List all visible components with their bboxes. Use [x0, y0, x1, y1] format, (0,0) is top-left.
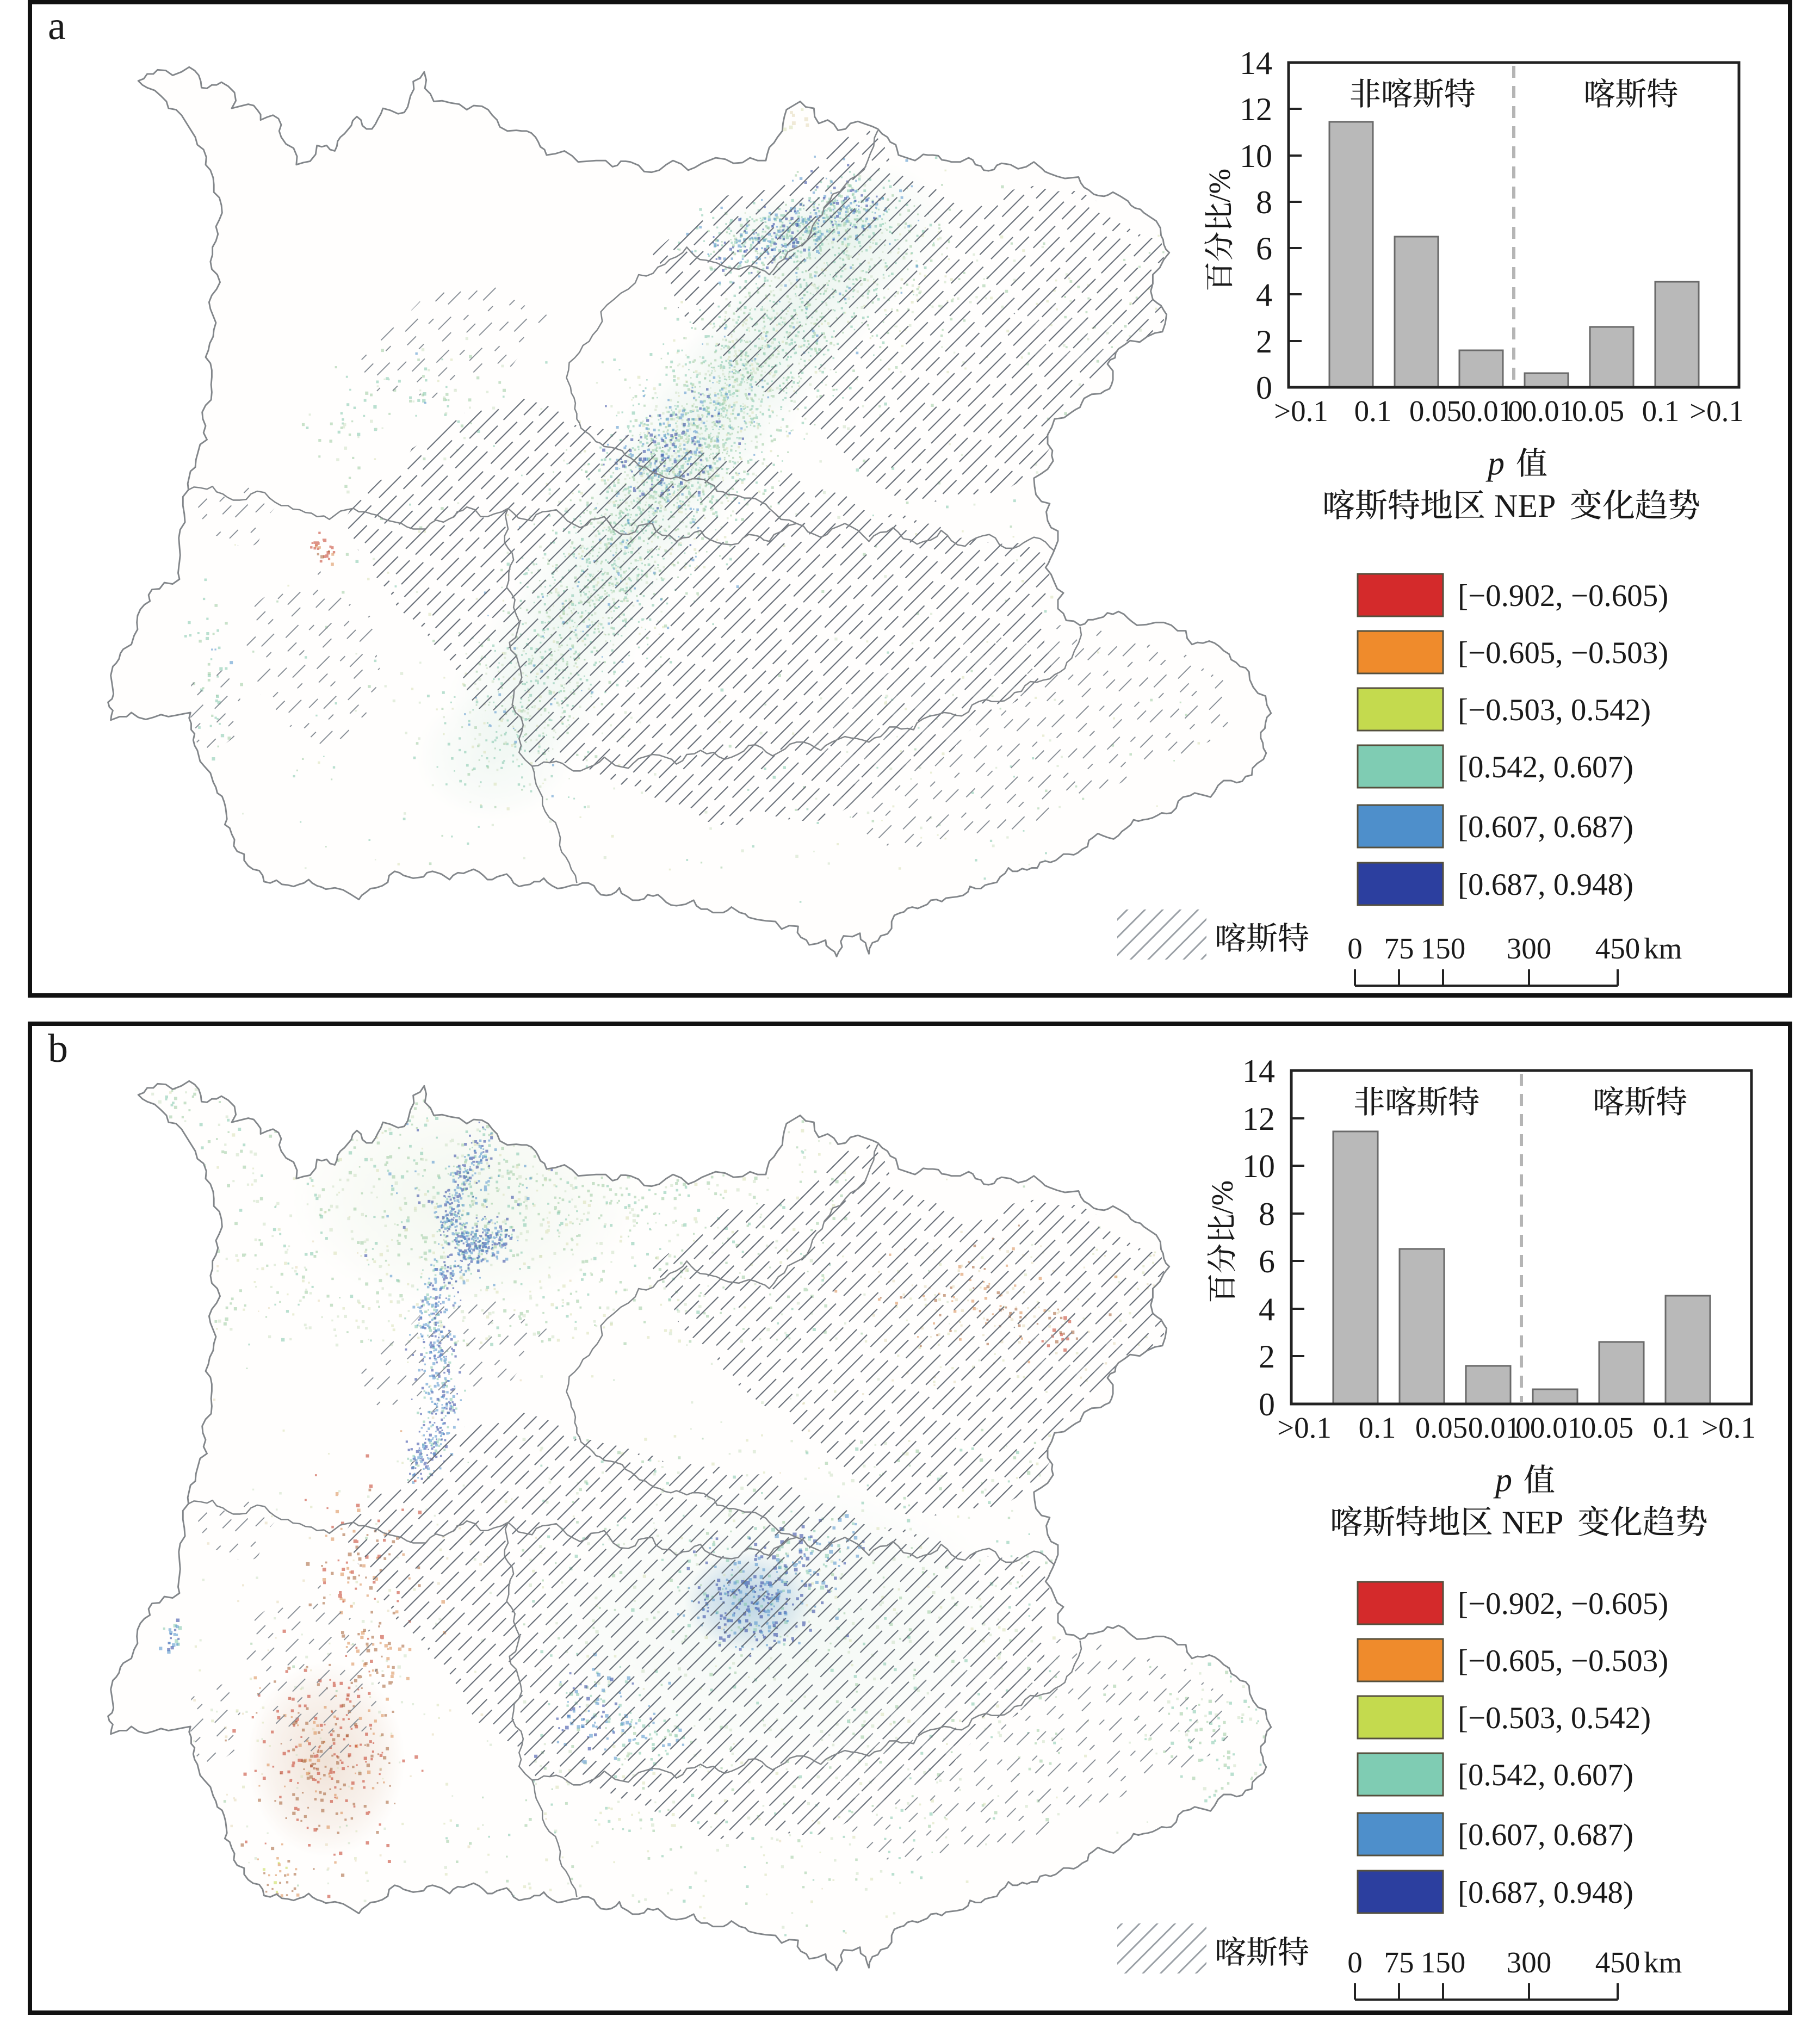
svg-text:8: 8: [1259, 1196, 1275, 1232]
svg-text:0.05: 0.05: [1572, 394, 1624, 428]
svg-text:/%: /%: [1203, 169, 1237, 202]
svg-text:2: 2: [1259, 1339, 1275, 1375]
svg-text:75: 75: [1384, 1946, 1414, 1979]
svg-text:[0.607, 0.687): [0.607, 0.687): [1458, 810, 1633, 844]
svg-text:300: 300: [1507, 932, 1552, 965]
svg-text:[0.542, 0.607): [0.542, 0.607): [1458, 1758, 1633, 1792]
svg-text:>0.1: >0.1: [1689, 394, 1744, 428]
svg-text:0: 0: [1515, 1411, 1531, 1444]
svg-text:14: 14: [1240, 45, 1272, 81]
svg-text:0.05: 0.05: [1415, 1411, 1468, 1444]
svg-text:[−0.902, −0.605): [−0.902, −0.605): [1458, 1587, 1668, 1621]
svg-text:0.01: 0.01: [1530, 1411, 1582, 1444]
svg-text:6: 6: [1256, 231, 1272, 267]
svg-text:0.01: 0.01: [1522, 394, 1574, 428]
svg-text:10: 10: [1240, 138, 1272, 174]
svg-text:12: 12: [1242, 1101, 1275, 1137]
svg-text:[−0.503, 0.542): [−0.503, 0.542): [1458, 1701, 1651, 1735]
svg-text:12: 12: [1240, 91, 1272, 127]
svg-text:[−0.605, −0.503): [−0.605, −0.503): [1458, 1644, 1668, 1678]
svg-text:0.01: 0.01: [1461, 394, 1513, 428]
svg-text:150: 150: [1421, 1946, 1466, 1979]
svg-text:150: 150: [1421, 932, 1466, 965]
svg-text:>0.1: >0.1: [1701, 1411, 1756, 1444]
svg-text:[−0.605, −0.503): [−0.605, −0.503): [1458, 636, 1668, 670]
svg-text:/%: /%: [1206, 1180, 1240, 1214]
svg-text:km: km: [1644, 1946, 1682, 1979]
svg-text:km: km: [1644, 932, 1682, 965]
svg-text:NEP: NEP: [1494, 488, 1556, 524]
svg-text:p: p: [1485, 445, 1505, 482]
svg-text:NEP: NEP: [1502, 1505, 1563, 1540]
svg-text:[−0.902, −0.605): [−0.902, −0.605): [1458, 579, 1668, 613]
svg-text:4: 4: [1259, 1291, 1275, 1327]
svg-text:0: 0: [1347, 1946, 1363, 1979]
svg-text:0.1: 0.1: [1359, 1411, 1396, 1444]
svg-text:[0.542, 0.607): [0.542, 0.607): [1458, 750, 1633, 784]
svg-text:[0.607, 0.687): [0.607, 0.687): [1458, 1818, 1633, 1852]
svg-text:75: 75: [1384, 932, 1414, 965]
svg-text:8: 8: [1256, 184, 1272, 220]
svg-text:b: b: [48, 1026, 68, 1071]
svg-text:[0.687, 0.948): [0.687, 0.948): [1458, 868, 1633, 902]
svg-text:>0.1: >0.1: [1274, 394, 1328, 428]
svg-text:14: 14: [1242, 1053, 1275, 1089]
svg-text:0.01: 0.01: [1468, 1411, 1520, 1444]
svg-text:4: 4: [1256, 277, 1272, 313]
svg-text:0: 0: [1259, 1387, 1275, 1422]
svg-text:300: 300: [1507, 1946, 1552, 1979]
svg-text:2: 2: [1256, 324, 1272, 360]
svg-text:450: 450: [1595, 1946, 1641, 1979]
svg-text:6: 6: [1259, 1243, 1275, 1279]
svg-text:0.05: 0.05: [1581, 1411, 1633, 1444]
svg-text:450: 450: [1595, 932, 1641, 965]
svg-text:0.05: 0.05: [1409, 394, 1462, 428]
svg-text:a: a: [48, 4, 66, 48]
svg-text:[0.687, 0.948): [0.687, 0.948): [1458, 1876, 1633, 1910]
svg-text:0.1: 0.1: [1642, 394, 1680, 428]
svg-text:0: 0: [1347, 932, 1363, 965]
svg-text:0: 0: [1508, 394, 1523, 428]
svg-text:10: 10: [1242, 1148, 1275, 1184]
svg-text:[−0.503, 0.542): [−0.503, 0.542): [1458, 693, 1651, 727]
svg-text:p: p: [1493, 1462, 1512, 1499]
svg-text:0.1: 0.1: [1653, 1411, 1691, 1444]
svg-text:0.1: 0.1: [1354, 394, 1392, 428]
svg-text:>0.1: >0.1: [1277, 1411, 1332, 1444]
svg-text:0: 0: [1256, 370, 1272, 406]
